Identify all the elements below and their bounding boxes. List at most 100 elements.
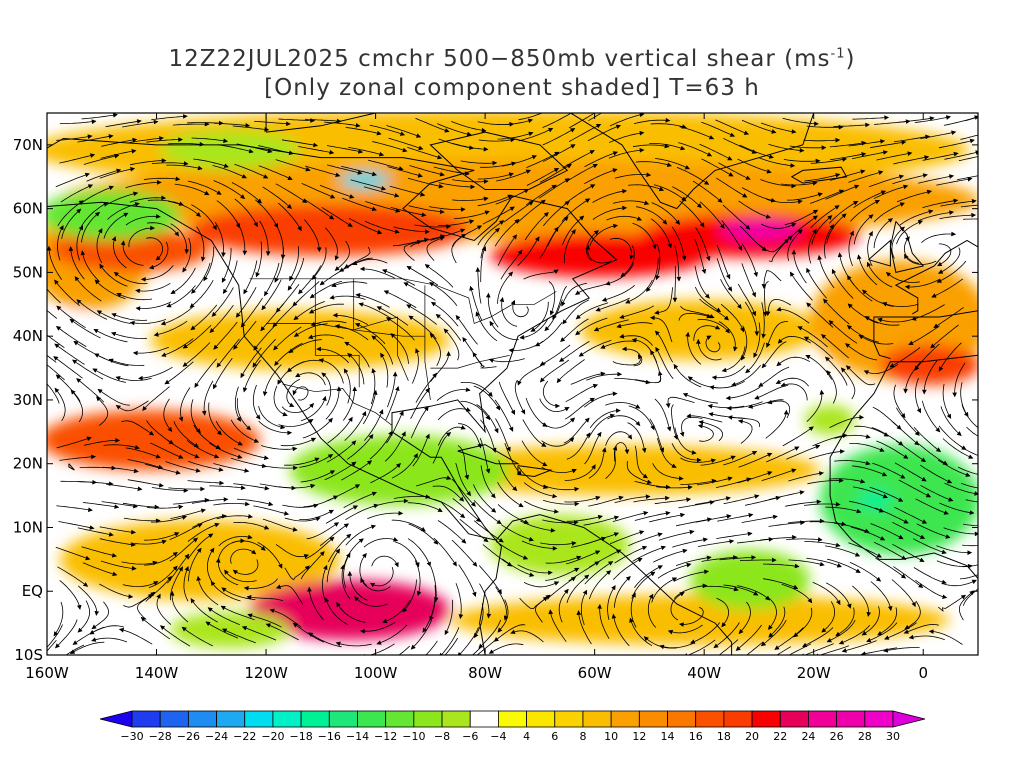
streamline bbox=[370, 368, 376, 405]
streamline bbox=[894, 462, 927, 482]
streamline-arrowhead bbox=[534, 342, 541, 347]
shear-shading bbox=[47, 113, 978, 648]
streamline bbox=[652, 549, 687, 563]
streamline-arrowhead bbox=[134, 445, 140, 450]
streamline bbox=[850, 199, 880, 222]
streamline-arrowhead bbox=[155, 454, 161, 459]
streamline bbox=[896, 407, 920, 436]
streamline-arrowhead bbox=[713, 643, 719, 649]
streamline bbox=[588, 549, 621, 568]
streamline-arrowhead bbox=[989, 567, 994, 571]
streamline-arrowhead bbox=[742, 193, 748, 198]
streamline-arrowhead bbox=[631, 337, 637, 343]
streamline-arrowhead bbox=[97, 388, 103, 394]
streamline-arrowhead bbox=[55, 374, 61, 380]
streamline bbox=[151, 487, 188, 491]
streamline bbox=[165, 461, 201, 472]
streamline-arrowhead bbox=[766, 169, 772, 174]
streamline-arrowhead bbox=[597, 514, 603, 520]
streamline-arrowhead bbox=[406, 266, 412, 271]
streamline-arrowhead bbox=[922, 389, 927, 395]
streamline-arrowhead bbox=[178, 504, 184, 510]
streamline bbox=[300, 470, 335, 483]
streamline bbox=[873, 218, 893, 249]
colorbar-label: 30 bbox=[886, 730, 900, 743]
streamline bbox=[471, 647, 481, 655]
streamline bbox=[99, 168, 135, 179]
streamline bbox=[776, 356, 810, 367]
streamline bbox=[230, 419, 259, 443]
streamline-arrowhead bbox=[336, 118, 342, 124]
streamline bbox=[370, 566, 394, 587]
streamline bbox=[130, 540, 167, 545]
shading-blob-band-19 bbox=[160, 130, 300, 170]
streamline-arrowhead bbox=[303, 554, 309, 559]
streamline bbox=[894, 506, 927, 524]
streamline-arrowhead bbox=[903, 519, 909, 524]
streamline bbox=[876, 440, 909, 459]
streamline-arrowhead bbox=[993, 558, 998, 562]
colorbar-label: 22 bbox=[773, 730, 787, 743]
streamline-arrowhead bbox=[351, 440, 357, 446]
streamline bbox=[101, 501, 138, 508]
streamline-arrowhead bbox=[512, 234, 517, 240]
colorbar-label: −26 bbox=[177, 730, 200, 743]
streamline-arrowhead bbox=[329, 215, 335, 220]
streamline bbox=[364, 409, 384, 441]
streamline bbox=[634, 512, 670, 521]
streamline bbox=[914, 377, 921, 413]
streamline bbox=[526, 167, 559, 186]
streamline-arrowhead bbox=[616, 323, 622, 329]
streamline bbox=[92, 368, 127, 383]
streamline bbox=[122, 581, 158, 588]
colorbar-box bbox=[272, 710, 302, 728]
streamline bbox=[458, 564, 476, 597]
colorbar-label: −24 bbox=[205, 730, 228, 743]
streamline-arrowhead bbox=[518, 502, 524, 508]
streamline bbox=[222, 260, 238, 294]
streamline bbox=[247, 596, 284, 602]
streamline bbox=[494, 219, 520, 247]
streamline-arrowhead bbox=[481, 246, 487, 252]
streamline bbox=[414, 560, 421, 596]
streamline-arrowhead bbox=[827, 215, 833, 220]
streamline-arrowhead bbox=[768, 154, 774, 159]
streamline bbox=[787, 193, 823, 201]
streamline bbox=[443, 328, 460, 361]
streamline bbox=[230, 548, 256, 564]
streamline-arrowhead bbox=[593, 230, 599, 235]
streamline bbox=[478, 138, 515, 142]
shading-blob-band-5 bbox=[420, 445, 820, 495]
streamline bbox=[362, 390, 377, 425]
streamline-arrowhead bbox=[938, 366, 944, 372]
streamline-arrowhead bbox=[478, 643, 484, 649]
streamline-arrowhead bbox=[753, 352, 758, 358]
streamline bbox=[432, 485, 464, 502]
streamline bbox=[389, 185, 425, 196]
streamline-arrowhead bbox=[765, 311, 771, 317]
streamline bbox=[605, 431, 633, 446]
streamline-arrowhead bbox=[458, 614, 464, 620]
streamline-arrowhead bbox=[468, 659, 472, 663]
streamline-arrowhead bbox=[592, 164, 598, 169]
streamline-arrowhead bbox=[328, 454, 334, 459]
streamline-arrowhead bbox=[469, 219, 475, 224]
streamline-arrowhead bbox=[684, 165, 691, 170]
colorbar-box bbox=[864, 710, 894, 728]
streamline-arrowhead bbox=[488, 391, 493, 397]
streamline bbox=[668, 624, 703, 634]
streamline-arrowhead bbox=[517, 249, 523, 255]
streamline-arrowhead bbox=[429, 282, 435, 287]
streamline bbox=[410, 406, 429, 439]
streamline-arrowhead bbox=[545, 594, 551, 600]
streamline-arrowhead bbox=[199, 142, 205, 147]
streamline-arrowhead bbox=[613, 532, 620, 537]
streamline bbox=[829, 416, 864, 429]
streamline-arrowhead bbox=[993, 541, 997, 545]
streamline bbox=[737, 283, 756, 316]
streamline-arrowhead bbox=[697, 203, 702, 209]
streamline-arrowhead bbox=[528, 131, 534, 137]
streamline bbox=[914, 116, 951, 123]
streamline-arrowhead bbox=[368, 433, 374, 439]
streamline-arrowhead bbox=[794, 446, 800, 451]
